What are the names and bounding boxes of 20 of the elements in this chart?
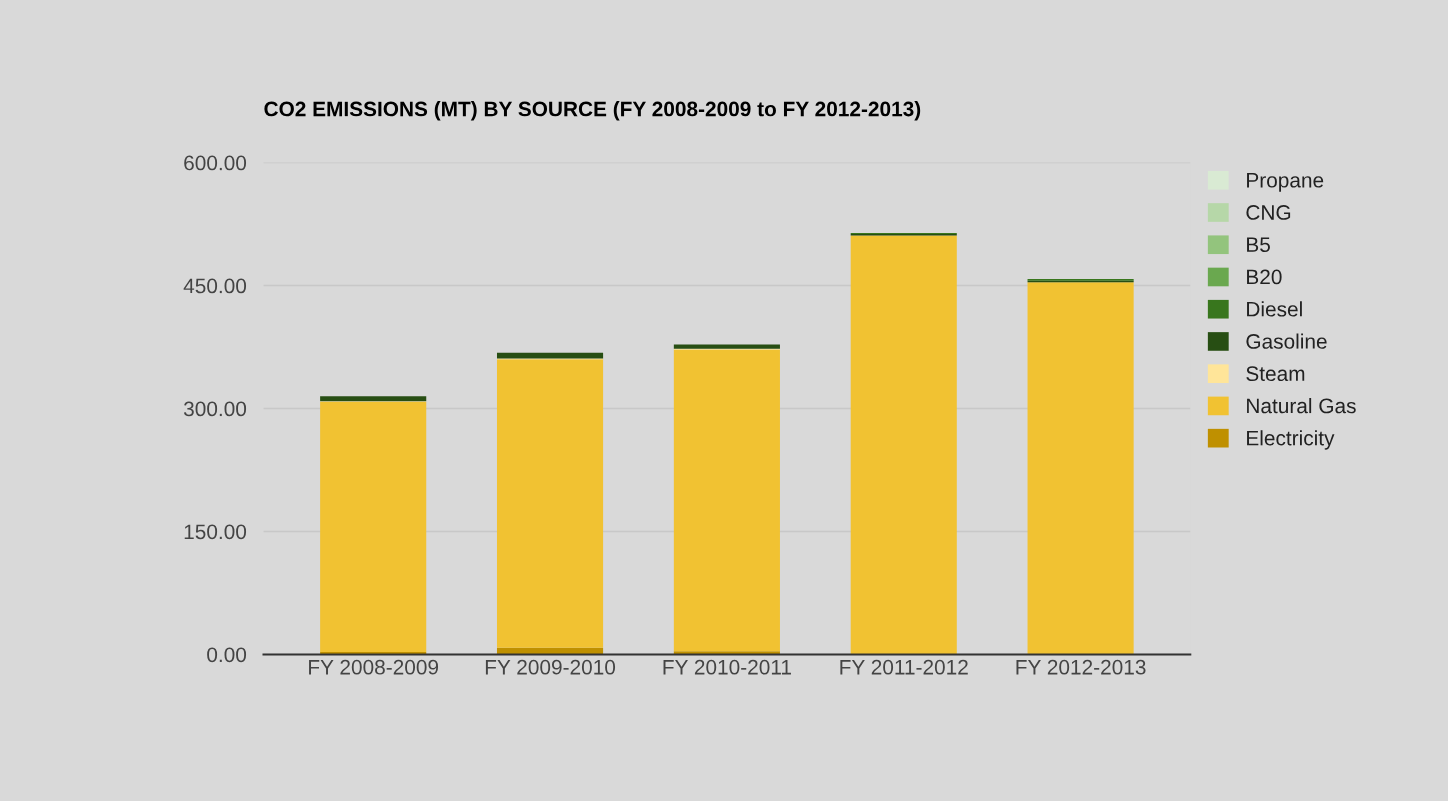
y-tick-label: 450.00: [183, 278, 247, 294]
x-tick-label: FY 2011-2012: [840, 659, 968, 675]
y-tick-label: 0.00: [207, 647, 247, 663]
legend-label: Gasoline: [1246, 333, 1327, 349]
legend-label: Diesel: [1247, 301, 1302, 317]
x-tick-label: FY 2009-2010: [485, 659, 616, 675]
x-tick-label: FY 2012-2013: [1016, 659, 1146, 675]
legend-label: Natural Gas: [1247, 397, 1356, 414]
y-tick-label: 600.00: [184, 155, 247, 171]
legend-label: B5: [1247, 237, 1270, 253]
y-tick-label: 150.00: [184, 524, 247, 540]
legend-label: Steam: [1246, 366, 1305, 382]
chart-title: CO2 EMISSIONS (MT) BY SOURCE (FY 2008-2009 to FY 2012-2013): [264, 101, 921, 121]
legend-label: B20: [1247, 269, 1282, 285]
legend-label: Electricity: [1247, 430, 1335, 450]
legend-label: Propane: [1247, 173, 1324, 192]
x-tick-label: FY 2010-2011: [663, 659, 791, 675]
y-tick-label: 300.00: [183, 401, 247, 417]
legend-label: CNG: [1246, 205, 1291, 220]
x-tick-label: FY 2008-2009: [309, 659, 439, 675]
